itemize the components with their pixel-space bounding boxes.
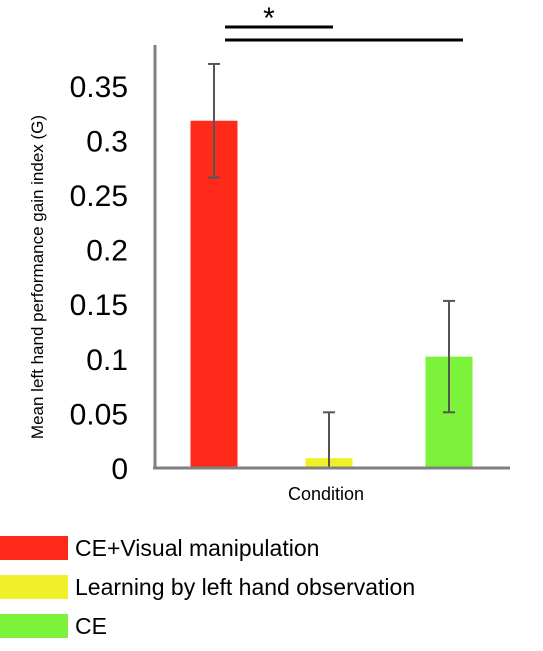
- legend-label: CE+Visual manipulation: [75, 534, 320, 561]
- y-tick-label: 0.25: [70, 180, 128, 213]
- legend-label: CE: [75, 612, 107, 639]
- y-tick-label: 0.35: [70, 71, 128, 104]
- error-bars: [208, 62, 455, 469]
- legend-item-ce: CE: [0, 612, 415, 640]
- legend-label: Learning by left hand observation: [75, 573, 416, 600]
- y-axis-title: Mean left hand performance gain index (G…: [28, 115, 47, 439]
- y-tick-label: 0.2: [86, 235, 128, 268]
- legend-item-ce-visual: CE+Visual manipulation: [0, 534, 415, 562]
- legend: CE+Visual manipulation Learning by left …: [0, 534, 415, 651]
- legend-swatch: [0, 536, 68, 560]
- significance-bracket: *: [225, 2, 463, 42]
- y-tick-label: 0: [111, 453, 128, 486]
- y-tick-label: 0.15: [70, 289, 128, 322]
- x-axis-title: Condition: [288, 484, 364, 504]
- y-tick-label: 0.3: [86, 125, 128, 158]
- legend-item-observation: Learning by left hand observation: [0, 573, 415, 601]
- legend-swatch: [0, 614, 68, 638]
- bar: [190, 120, 238, 468]
- y-tick-label: 0.05: [70, 398, 128, 431]
- legend-swatch: [0, 575, 68, 599]
- y-tick-label: 0.1: [86, 344, 128, 377]
- y-axis-ticks: 0 0.05 0.1 0.15 0.2 0.25 0.3 0.35: [70, 71, 128, 486]
- bars: [190, 120, 473, 468]
- significance-star: *: [263, 2, 275, 35]
- bar-chart: Mean left hand performance gain index (G…: [28, 2, 510, 504]
